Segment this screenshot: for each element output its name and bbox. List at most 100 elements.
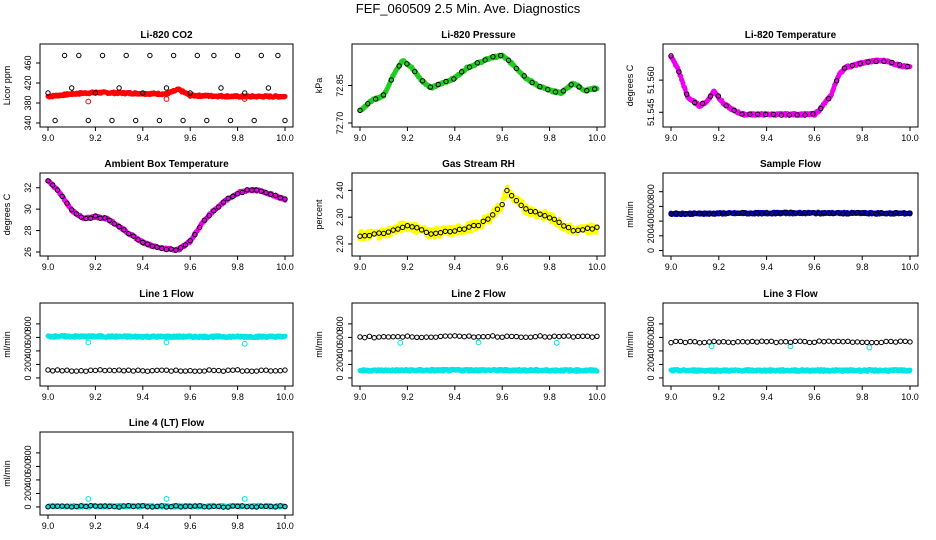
data-point xyxy=(178,368,184,374)
data-point xyxy=(230,193,236,200)
data-point xyxy=(699,100,706,107)
data-point xyxy=(818,105,824,112)
data-point xyxy=(902,338,908,344)
data-point xyxy=(282,333,288,339)
data-point xyxy=(380,92,387,98)
data-point xyxy=(668,339,674,346)
series-2.5-min-ave xyxy=(357,52,598,114)
data-point xyxy=(258,52,264,59)
data-point xyxy=(225,195,231,202)
data-point xyxy=(701,339,708,346)
data-point xyxy=(251,117,257,124)
data-point xyxy=(50,182,56,188)
data-point xyxy=(529,79,535,86)
series-raw xyxy=(357,184,600,242)
data-point xyxy=(485,333,491,340)
y-tick-label: 800 xyxy=(646,316,656,331)
data-point xyxy=(904,63,911,70)
data-point xyxy=(584,87,590,94)
data-point xyxy=(513,65,520,72)
data-point xyxy=(92,213,99,219)
x-tick-label: 9.6 xyxy=(496,392,509,402)
chart-title: Line 4 (LT) Flow xyxy=(129,418,205,429)
x-tick-label: 9.4 xyxy=(449,392,462,402)
data-point xyxy=(778,112,785,118)
series-raw xyxy=(668,54,913,118)
series-2.5-min-ave xyxy=(45,52,288,124)
data-point xyxy=(253,368,260,374)
data-point xyxy=(45,90,51,96)
data-point xyxy=(542,334,548,340)
data-point xyxy=(723,103,729,109)
data-point xyxy=(575,333,581,340)
data-point xyxy=(423,334,430,340)
data-point xyxy=(428,334,434,340)
data-point xyxy=(474,60,481,66)
y-axis-label: percent xyxy=(314,199,324,230)
x-tick-label: 10.0 xyxy=(901,133,919,143)
y-tick-label: 200 xyxy=(646,228,656,243)
data-point xyxy=(358,229,364,235)
x-tick-label: 9.6 xyxy=(184,133,197,143)
data-point xyxy=(468,228,474,234)
data-point xyxy=(69,368,75,374)
data-point xyxy=(840,339,846,345)
data-point xyxy=(513,333,520,340)
data-point xyxy=(897,62,903,68)
data-point xyxy=(180,117,186,124)
data-point xyxy=(778,339,784,345)
data-point xyxy=(740,338,746,345)
y-tick-label: 32 xyxy=(23,183,33,193)
data-point xyxy=(749,338,755,345)
data-point xyxy=(170,52,177,59)
y-tick-label: 800 xyxy=(23,316,33,331)
data-point xyxy=(182,242,189,248)
data-point xyxy=(570,334,576,340)
data-point xyxy=(865,59,871,65)
data-point xyxy=(59,193,65,200)
data-point xyxy=(471,334,477,340)
data-point xyxy=(907,339,913,345)
data-point xyxy=(802,112,808,118)
data-point xyxy=(196,224,203,231)
data-point xyxy=(490,333,496,339)
data-point xyxy=(215,204,222,210)
data-point xyxy=(537,333,543,339)
x-tick-label: 9.2 xyxy=(401,133,414,143)
data-point xyxy=(676,69,682,75)
data-point xyxy=(206,213,212,219)
data-point xyxy=(244,368,250,374)
y-tick-label: 51.560 xyxy=(646,66,656,94)
data-point xyxy=(116,85,122,91)
data-point xyxy=(691,99,698,106)
data-point xyxy=(116,367,122,373)
data-point xyxy=(234,191,241,197)
x-tick-label: 9.8 xyxy=(543,262,556,272)
x-tick-label: 9.8 xyxy=(856,262,869,272)
data-point xyxy=(897,338,904,344)
data-point xyxy=(147,52,153,59)
data-point xyxy=(230,367,236,373)
outlier-point xyxy=(866,344,873,351)
x-tick-label: 10.0 xyxy=(588,392,606,402)
chart-title: Gas Stream RH xyxy=(442,159,515,170)
data-point xyxy=(396,63,402,69)
x-tick-label: 9.2 xyxy=(89,262,102,272)
y-axis-label: Licor ppm xyxy=(2,66,12,106)
data-point xyxy=(182,368,189,374)
y-tick-label: 2.40 xyxy=(335,182,345,200)
data-point xyxy=(282,93,288,99)
data-point xyxy=(192,368,198,374)
data-point xyxy=(211,52,217,59)
data-point xyxy=(130,368,137,374)
data-point xyxy=(786,112,793,118)
data-point xyxy=(442,333,449,339)
data-point xyxy=(163,367,170,373)
plot-frame xyxy=(351,172,606,257)
data-point xyxy=(725,339,732,345)
data-point xyxy=(437,333,444,340)
data-point xyxy=(537,83,543,90)
data-point xyxy=(121,368,127,374)
y-axis-label: degrees C xyxy=(625,64,635,106)
